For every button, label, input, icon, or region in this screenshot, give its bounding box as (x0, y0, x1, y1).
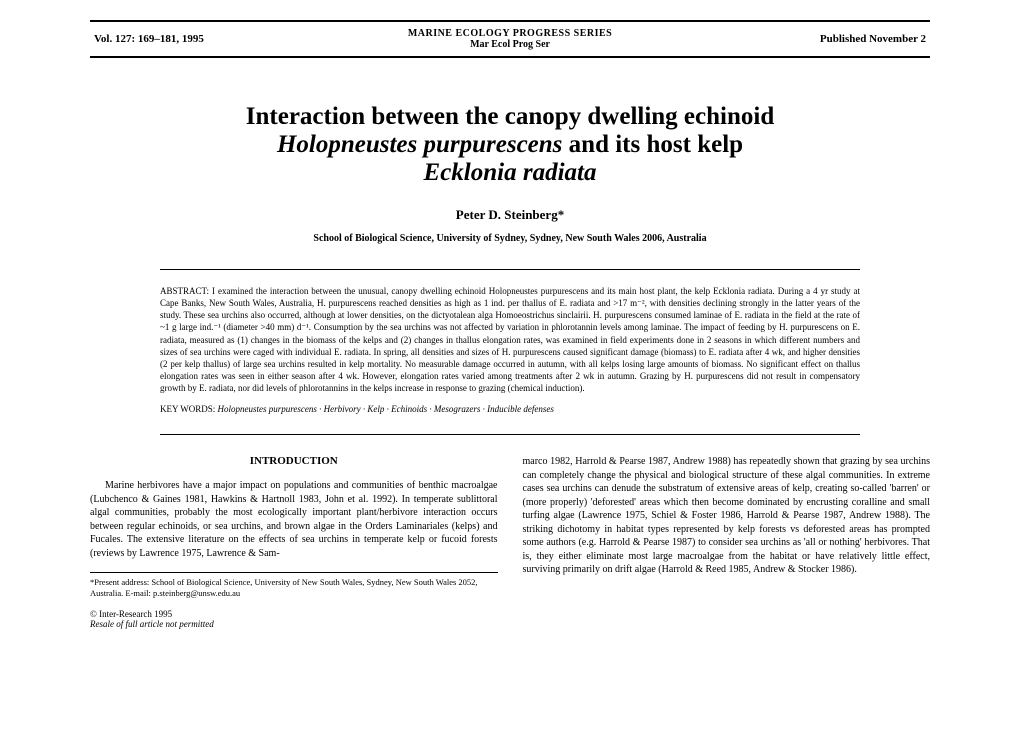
footnote-section: *Present address: School of Biological S… (90, 572, 498, 599)
left-column: INTRODUCTION Marine herbivores have a ma… (90, 455, 498, 629)
journal-name-block: MARINE ECOLOGY PROGRESS SERIES Mar Ecol … (332, 28, 689, 50)
volume-info: Vol. 127: 169–181, 1995 (90, 28, 332, 50)
intro-paragraph-left: Marine herbivores have a major impact on… (90, 479, 498, 560)
title-line-1: Interaction between the canopy dwelling … (90, 103, 930, 131)
title-line-3: Ecklonia radiata (90, 159, 930, 187)
keywords-label: KEY WORDS: (160, 404, 215, 414)
article-title: Interaction between the canopy dwelling … (90, 103, 930, 187)
title-species-1: Holopneustes purpurescens (277, 131, 562, 158)
section-divider (160, 434, 860, 435)
journal-abbrev: Mar Ecol Prog Ser (332, 39, 689, 50)
author-affiliation: School of Biological Science, University… (90, 233, 930, 244)
introduction-heading: INTRODUCTION (90, 455, 498, 467)
keywords-text: Holopneustes purpurescens · Herbivory · … (215, 404, 554, 414)
intro-paragraph-right: marco 1982, Harrold & Pearse 1987, Andre… (523, 455, 931, 577)
title-line-2: Holopneustes purpurescens and its host k… (90, 131, 930, 159)
abstract-section: ABSTRACT: I examined the interaction bet… (160, 269, 860, 414)
copyright: © Inter-Research 1995 (90, 609, 498, 619)
journal-header: Vol. 127: 169–181, 1995 MARINE ECOLOGY P… (90, 20, 930, 58)
author-name: Peter D. Steinberg* (90, 207, 930, 223)
abstract-text: ABSTRACT: I examined the interaction bet… (160, 285, 860, 394)
right-column: marco 1982, Harrold & Pearse 1987, Andre… (523, 455, 931, 629)
footnote-text: *Present address: School of Biological S… (90, 577, 498, 599)
journal-full-name: MARINE ECOLOGY PROGRESS SERIES (332, 28, 689, 39)
resale-notice: Resale of full article not permitted (90, 619, 498, 629)
abstract-label: ABSTRACT: (160, 286, 209, 296)
title-connector: and its host kelp (562, 131, 743, 158)
main-content: INTRODUCTION Marine herbivores have a ma… (90, 455, 930, 629)
publish-date: Published November 2 (688, 28, 930, 50)
abstract-body: I examined the interaction between the u… (160, 286, 860, 393)
keywords: KEY WORDS: Holopneustes purpurescens · H… (160, 404, 860, 414)
